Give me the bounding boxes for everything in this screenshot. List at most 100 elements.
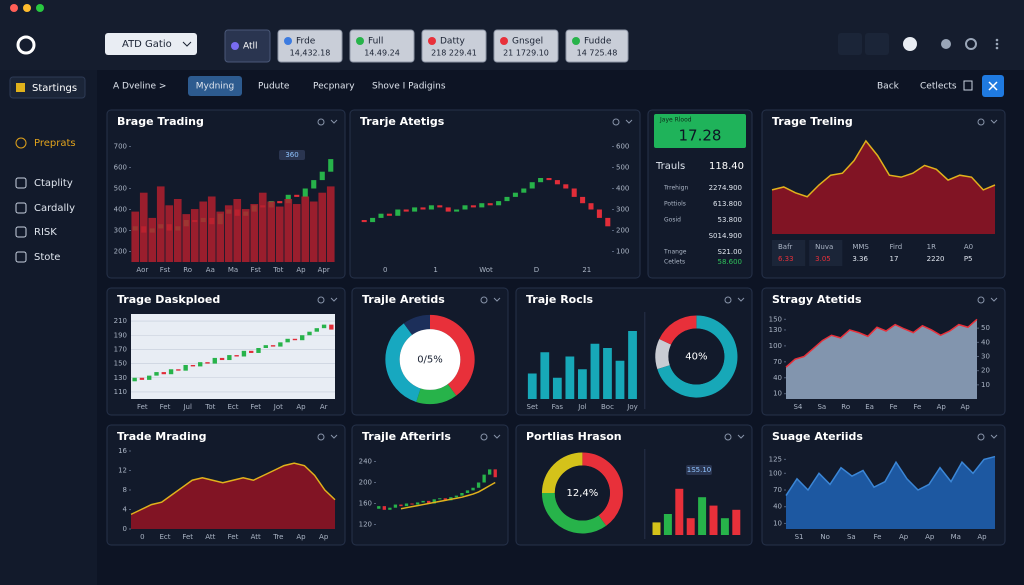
sidebar-item[interactable]: Cardally (34, 203, 75, 214)
candle (183, 365, 188, 371)
tab[interactable] (493, 29, 559, 63)
panel-menu[interactable] (625, 119, 633, 124)
volume-bar (224, 205, 233, 262)
x-tick-label: Boc (601, 403, 614, 411)
search-icon[interactable] (480, 296, 488, 304)
x-tick-label: Fas (552, 403, 564, 411)
candle (329, 324, 334, 330)
area-line (785, 318, 978, 368)
candle (263, 345, 268, 348)
candle (521, 188, 527, 193)
tab-sub: 14,432.18 (290, 49, 331, 58)
nav-item[interactable]: A Dveline > (113, 82, 166, 92)
candle (454, 495, 459, 498)
panel-menu[interactable] (737, 297, 745, 302)
donut-segment (659, 315, 697, 345)
search-icon[interactable] (977, 433, 985, 441)
nav-item[interactable]: Shove I Padigins (372, 82, 446, 92)
nav-action[interactable]: Back (877, 82, 900, 92)
panel-menu[interactable] (330, 119, 338, 124)
panel-menu[interactable] (493, 434, 501, 439)
panel-menu[interactable] (330, 434, 338, 439)
candle (234, 355, 239, 357)
candle (241, 350, 247, 357)
stat-label: Fird (890, 243, 903, 251)
stat-cell (772, 240, 806, 266)
tab[interactable] (565, 29, 629, 63)
stat-label: Nuva (815, 243, 833, 251)
more-icon[interactable] (995, 46, 999, 50)
candle (382, 506, 386, 510)
search-icon[interactable] (480, 433, 488, 441)
search-icon[interactable] (724, 433, 732, 441)
avatar[interactable] (903, 37, 917, 51)
x-tick-label: Aor (136, 266, 148, 274)
panel: Jaye Rlood 17.28 Trauls 118.40 Trrehign 2274.… (647, 109, 753, 279)
candle (496, 201, 502, 206)
sidebar-icon (15, 177, 27, 189)
stat-value: 3.36 (852, 255, 868, 263)
panel-menu[interactable] (330, 297, 338, 302)
search-icon[interactable] (977, 296, 985, 304)
window-close[interactable] (10, 4, 18, 12)
settings-icon[interactable] (965, 38, 977, 50)
volume-bar (318, 192, 327, 262)
nav-action[interactable]: Cetlects (920, 82, 957, 92)
sidebar-item[interactable]: RISK (34, 227, 57, 238)
candle (378, 213, 384, 218)
nav-item[interactable]: Pecpnary (313, 82, 355, 92)
search-icon[interactable] (317, 118, 325, 126)
candle (395, 209, 401, 216)
tab-sub: 14.49.24 (364, 49, 400, 58)
panel: Trage Daskploed 110 130 150 170 190 210 Fet Fet J… (106, 287, 346, 416)
badge (279, 150, 305, 160)
select-chevron (182, 41, 192, 47)
candle (403, 209, 409, 212)
stat-value: 3.05 (815, 255, 831, 263)
lock-icon[interactable] (963, 80, 973, 91)
panel-bg (351, 424, 509, 546)
search-icon[interactable] (317, 296, 325, 304)
tab[interactable] (224, 29, 271, 63)
tab[interactable] (277, 29, 343, 63)
x-tick-label: Jot (273, 403, 283, 411)
candle (302, 188, 308, 197)
search-icon[interactable] (317, 433, 325, 441)
volume-bar (258, 192, 267, 262)
candle (443, 498, 447, 501)
sidebar-item[interactable]: Ctaplity (34, 178, 73, 189)
list-icon[interactable] (838, 33, 862, 55)
search-icon[interactable] (977, 118, 985, 126)
panel-menu[interactable] (493, 297, 501, 302)
panel-menu[interactable] (990, 119, 998, 124)
sidebar-item[interactable]: Stote (34, 252, 60, 263)
select-box[interactable] (105, 33, 197, 55)
x-tick-label: S4 (793, 403, 802, 411)
x-tick-label: Tre (272, 533, 283, 541)
panel-menu[interactable] (990, 434, 998, 439)
panel-menu[interactable] (990, 297, 998, 302)
candle (270, 345, 276, 347)
tab[interactable] (349, 29, 415, 63)
nav-item[interactable]: Mydning (196, 82, 234, 92)
volume-bar (284, 199, 293, 262)
search-icon[interactable] (724, 296, 732, 304)
search-icon[interactable] (612, 118, 620, 126)
more-icon[interactable] (995, 42, 999, 46)
bell-icon[interactable] (941, 39, 951, 49)
more-icon[interactable] (995, 38, 999, 42)
candle (427, 500, 431, 504)
sidebar-item[interactable]: Preprats (34, 138, 76, 149)
candle (176, 369, 181, 371)
window-min[interactable] (23, 4, 31, 12)
y-tick-label: 30 (981, 353, 990, 361)
donut-segment (429, 314, 475, 396)
nav-item[interactable]: Pudute (258, 82, 290, 92)
x-tick-label: Fet (228, 533, 239, 541)
panel-menu[interactable] (737, 434, 745, 439)
window-max[interactable] (36, 4, 44, 12)
menu-icon[interactable] (865, 33, 889, 55)
tab-icon (500, 37, 508, 45)
tab[interactable] (421, 29, 487, 63)
